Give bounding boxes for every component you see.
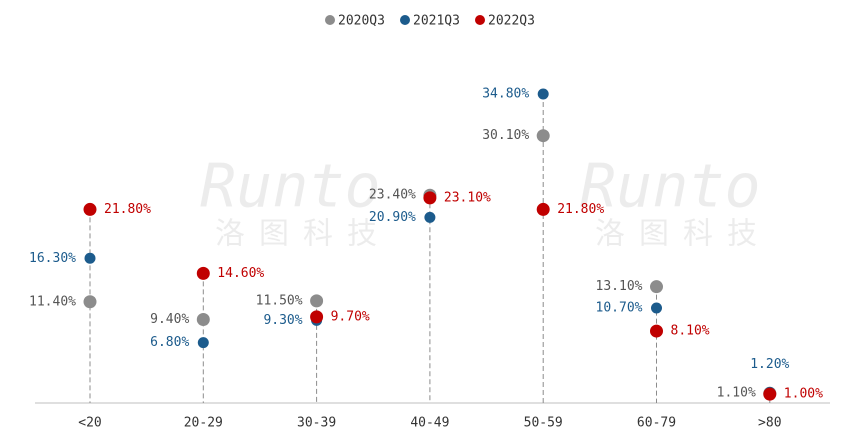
x-tick-label: 20-29 xyxy=(184,416,223,431)
value-label: 1.10% xyxy=(717,386,756,401)
value-label: 10.70% xyxy=(596,300,643,315)
watermark: Runto xyxy=(580,152,761,222)
dot xyxy=(763,387,777,401)
watermark: Runto xyxy=(200,152,381,222)
value-label: 21.80% xyxy=(104,202,151,217)
x-tick-label: 30-39 xyxy=(297,416,336,431)
value-label: 11.40% xyxy=(29,294,76,309)
watermark-sub: 洛图科技 xyxy=(215,217,391,252)
value-label: 6.80% xyxy=(150,335,189,350)
dot xyxy=(310,310,324,324)
value-label: 1.20% xyxy=(750,357,789,372)
value-label: 16.30% xyxy=(29,251,76,266)
legend-label: 2022Q3 xyxy=(488,14,535,29)
dot xyxy=(310,294,324,308)
dot xyxy=(424,211,436,223)
legend-marker xyxy=(475,15,485,25)
legend-marker xyxy=(325,15,335,25)
dot xyxy=(536,129,550,143)
dot xyxy=(536,202,550,216)
dot xyxy=(196,313,210,327)
legend-label: 2020Q3 xyxy=(338,14,385,29)
x-tick-label: >80 xyxy=(758,416,781,431)
value-label: 21.80% xyxy=(557,202,604,217)
value-label: 1.00% xyxy=(784,387,823,402)
dot xyxy=(651,302,662,314)
dot xyxy=(196,266,210,280)
value-label: 8.10% xyxy=(671,324,710,339)
x-tick-label: 40-49 xyxy=(410,416,449,431)
value-label: 9.70% xyxy=(331,309,370,324)
value-label: 20.90% xyxy=(369,210,416,225)
dot xyxy=(650,280,663,294)
legend-label: 2021Q3 xyxy=(413,14,460,29)
x-tick-label: 50-59 xyxy=(524,416,563,431)
value-label: 23.10% xyxy=(444,190,491,205)
legend-marker xyxy=(400,15,410,25)
dot xyxy=(537,88,549,100)
dot xyxy=(650,324,663,338)
value-label: 30.10% xyxy=(482,128,529,143)
value-label: 14.60% xyxy=(217,266,264,281)
value-label: 9.30% xyxy=(263,313,302,328)
value-label: 34.80% xyxy=(482,86,529,101)
value-label: 11.50% xyxy=(256,293,303,308)
x-tick-label: 60-79 xyxy=(637,416,676,431)
dot xyxy=(84,252,96,264)
value-label: 9.40% xyxy=(150,312,189,327)
value-label: 23.40% xyxy=(369,188,416,203)
dot xyxy=(423,191,437,205)
x-tick-label: <20 xyxy=(78,416,101,431)
dot xyxy=(197,337,209,349)
value-label: 13.10% xyxy=(596,279,643,294)
dot xyxy=(83,295,97,309)
watermark-sub: 洛图科技 xyxy=(595,217,771,252)
dot xyxy=(83,202,97,216)
